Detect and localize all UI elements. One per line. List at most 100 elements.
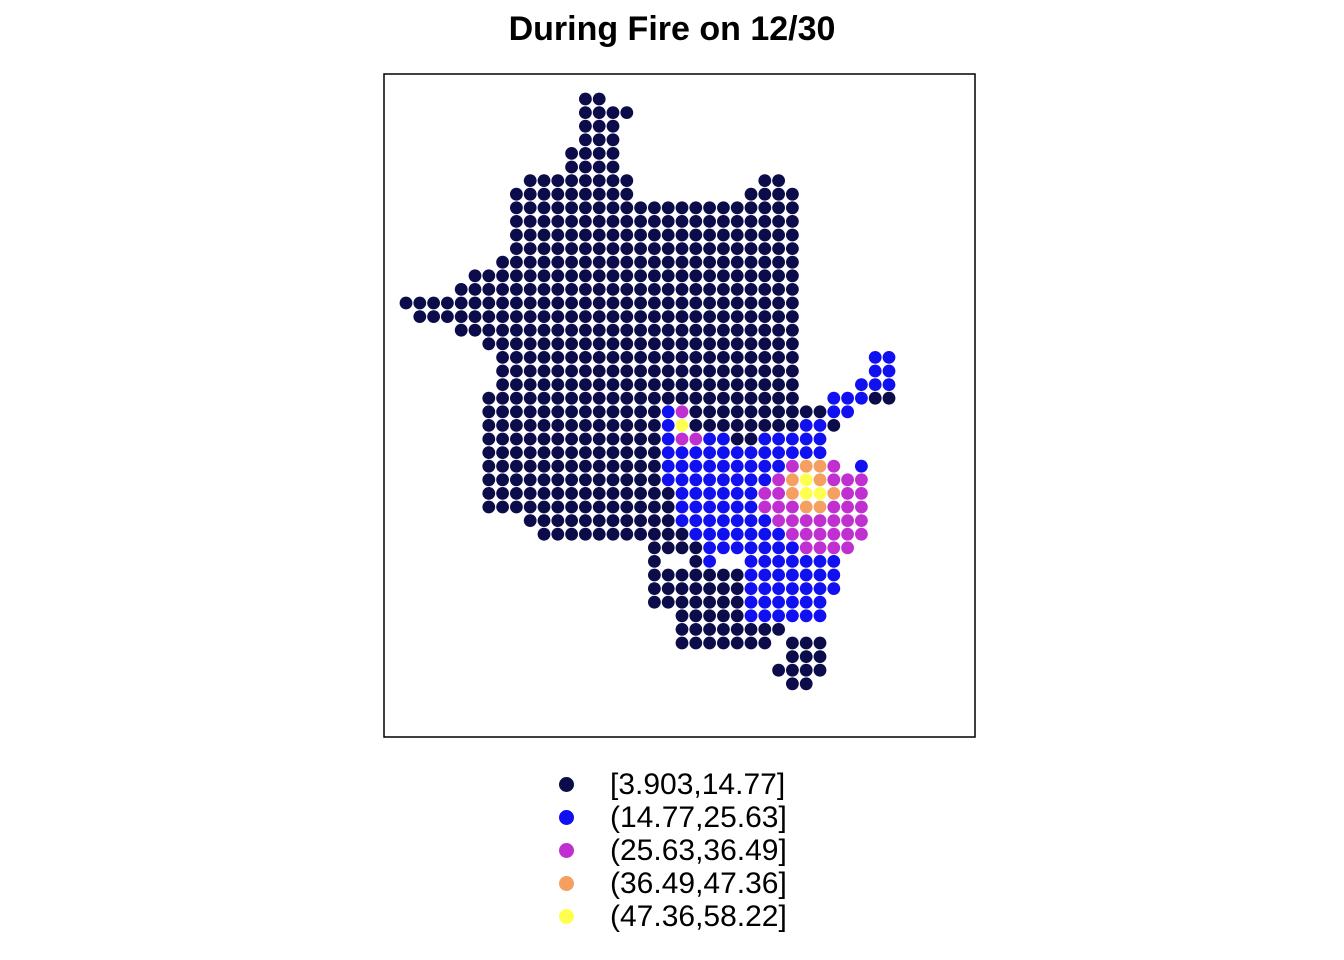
map-point	[565, 351, 578, 364]
map-point	[786, 378, 799, 391]
map-point	[799, 487, 813, 500]
map-point	[730, 636, 744, 650]
map-point	[661, 228, 675, 242]
map-point	[523, 351, 537, 364]
map-point	[717, 405, 730, 419]
map-point	[758, 541, 772, 555]
map-point	[703, 391, 716, 405]
map-point	[703, 487, 716, 500]
map-point	[620, 391, 634, 405]
map-point	[648, 323, 661, 337]
map-point	[620, 459, 634, 473]
map-point	[730, 310, 744, 323]
map-point	[675, 283, 689, 296]
map-point	[579, 160, 592, 174]
map-point	[703, 500, 716, 514]
map-point	[620, 296, 634, 310]
map-point	[592, 446, 606, 459]
map-point	[620, 242, 634, 256]
map-point	[675, 378, 689, 391]
map-point	[399, 296, 413, 310]
map-point	[744, 283, 758, 296]
map-point	[882, 351, 896, 364]
map-point	[620, 228, 634, 242]
map-point	[786, 459, 799, 473]
map-point	[744, 514, 758, 527]
map-point	[730, 215, 744, 228]
map-point	[717, 296, 730, 310]
map-point	[772, 459, 785, 473]
map-point	[772, 323, 785, 337]
map-point	[634, 242, 647, 256]
map-point	[523, 419, 537, 432]
legend-item: (47.36,58.22]	[548, 900, 787, 933]
map-point	[703, 405, 716, 419]
map-point	[786, 323, 799, 337]
map-point	[786, 582, 799, 595]
map-point	[565, 310, 578, 323]
map-point	[579, 119, 592, 133]
map-point	[717, 310, 730, 323]
map-point	[579, 228, 592, 242]
map-point	[772, 473, 785, 487]
map-point	[496, 269, 509, 283]
map-point	[675, 582, 689, 595]
map-point	[758, 391, 772, 405]
map-point	[620, 201, 634, 215]
map-point	[813, 609, 827, 623]
map-point	[772, 215, 785, 228]
map-point	[703, 636, 716, 650]
map-point	[579, 473, 592, 487]
map-point	[703, 459, 716, 473]
map-point	[620, 310, 634, 323]
map-point	[799, 514, 813, 527]
map-point	[689, 310, 703, 323]
map-point	[606, 106, 620, 119]
map-point	[551, 419, 565, 432]
map-point	[730, 623, 744, 636]
map-point	[744, 595, 758, 609]
map-point	[648, 541, 661, 555]
map-point	[717, 487, 730, 500]
map-point	[606, 119, 620, 133]
map-point	[703, 541, 716, 555]
map-point	[855, 459, 868, 473]
map-point	[634, 405, 647, 419]
map-point	[799, 636, 813, 650]
map-point	[675, 419, 689, 432]
map-point	[579, 133, 592, 147]
map-point	[786, 650, 799, 663]
map-point	[551, 174, 565, 188]
map-point	[537, 337, 551, 351]
map-point	[510, 187, 523, 201]
map-point	[648, 391, 661, 405]
map-point	[606, 242, 620, 256]
map-point	[592, 351, 606, 364]
map-point	[689, 269, 703, 283]
map-point	[510, 405, 523, 419]
map-point	[772, 228, 785, 242]
map-point	[813, 663, 827, 677]
map-point	[592, 364, 606, 378]
map-point	[620, 405, 634, 419]
map-point	[868, 378, 882, 391]
map-point	[717, 337, 730, 351]
map-point	[703, 514, 716, 527]
map-point	[648, 283, 661, 296]
map-point	[675, 364, 689, 378]
map-point	[841, 514, 854, 527]
map-point	[634, 296, 647, 310]
map-point	[634, 283, 647, 296]
map-point	[661, 269, 675, 283]
legend-item: (36.49,47.36]	[548, 867, 787, 900]
map-point	[620, 269, 634, 283]
map-point	[786, 351, 799, 364]
map-point	[661, 595, 675, 609]
map-point	[772, 283, 785, 296]
map-point	[730, 255, 744, 269]
map-point	[634, 391, 647, 405]
map-point	[537, 201, 551, 215]
map-point	[661, 514, 675, 527]
map-point	[606, 269, 620, 283]
map-point	[689, 242, 703, 256]
